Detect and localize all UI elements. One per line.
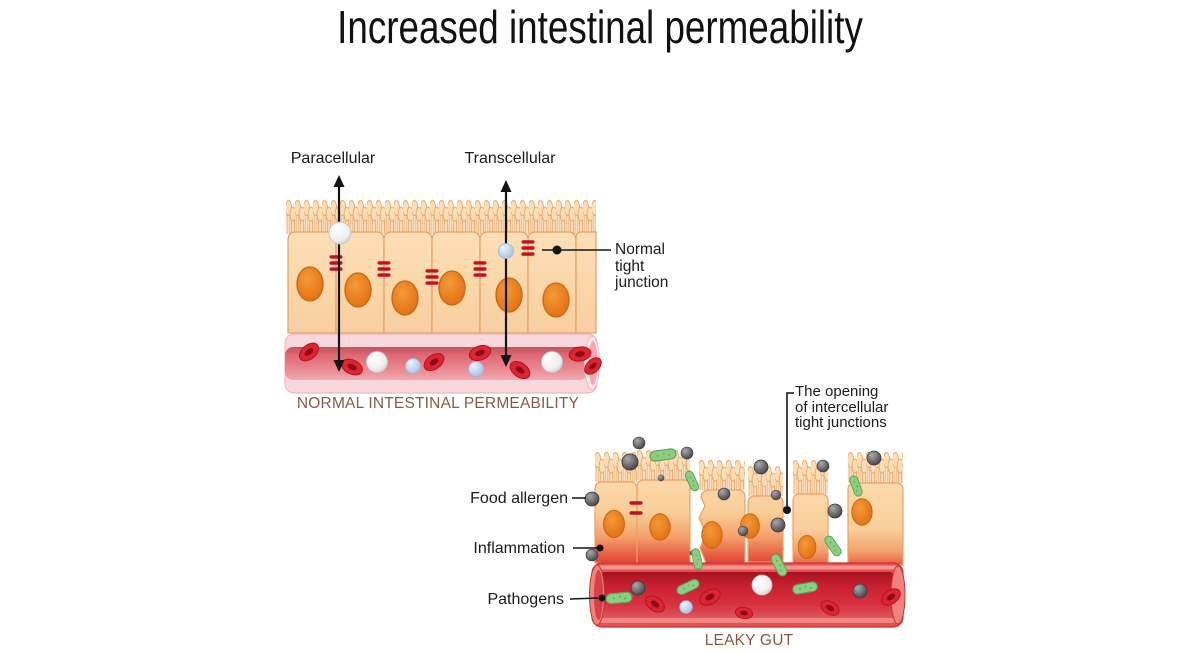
paracellular-arrow [333,175,345,372]
transcellular-arrow [500,180,512,367]
molecule-blue-icon [679,600,693,614]
normal-intestinal-permeability-illustration [284,175,611,394]
tight-junction-leader-line [542,245,611,255]
allergen-particle-icon [621,453,639,471]
molecule-white-icon [751,574,773,596]
inflammation-label: Inflammation [473,540,565,557]
allergen-particle-icon [770,489,782,501]
allergen-particle-icon [852,583,868,599]
allergen-particle-icon [866,450,882,466]
allergen-particle-icon [827,503,843,519]
page-title: Increased intestinal permeability [337,1,863,53]
opening-tight-junctions-label: The opening of intercellular tight junct… [795,383,889,431]
leaky-gut-caption: LEAKY GUT [704,632,794,649]
allergen-particle-icon [680,446,694,460]
allergen-particle-icon [770,517,786,533]
allergen-particle-icon [737,525,749,537]
molecule-blue-icon [405,358,421,374]
food-allergen-label: Food allergen [470,490,568,507]
molecule-blue-icon [498,243,514,259]
allergen-particle-icon [585,548,599,562]
pathogen-bacterium-icon [605,591,633,605]
molecule-white-icon [328,221,352,245]
allergen-particle-icon [632,436,646,450]
inflammation-leader-line [573,544,604,552]
normal-tight-junction-label: Normal tight junction [615,241,669,291]
paracellular-label: Paracellular [290,150,376,167]
molecule-white-icon [541,351,563,373]
allergen-particle-icon [753,459,769,475]
pathogens-leader-line [569,594,606,602]
normal-diagram-caption: NORMAL INTESTINAL PERMEABILITY [296,395,580,412]
transcellular-label: Transcellular [464,150,556,167]
allergen-particle-icon [717,487,731,501]
allergen-particle-icon [816,459,830,473]
allergen-particle-icon [657,474,665,482]
leaky-gut-illustration [569,392,906,628]
allergen-particle-icon [584,491,600,507]
allergen-particle-icon [630,580,646,596]
pathogens-label: Pathogens [487,591,564,608]
molecule-white-icon [366,351,388,373]
opening-leader-line [783,392,794,514]
molecule-blue-icon [468,361,484,377]
